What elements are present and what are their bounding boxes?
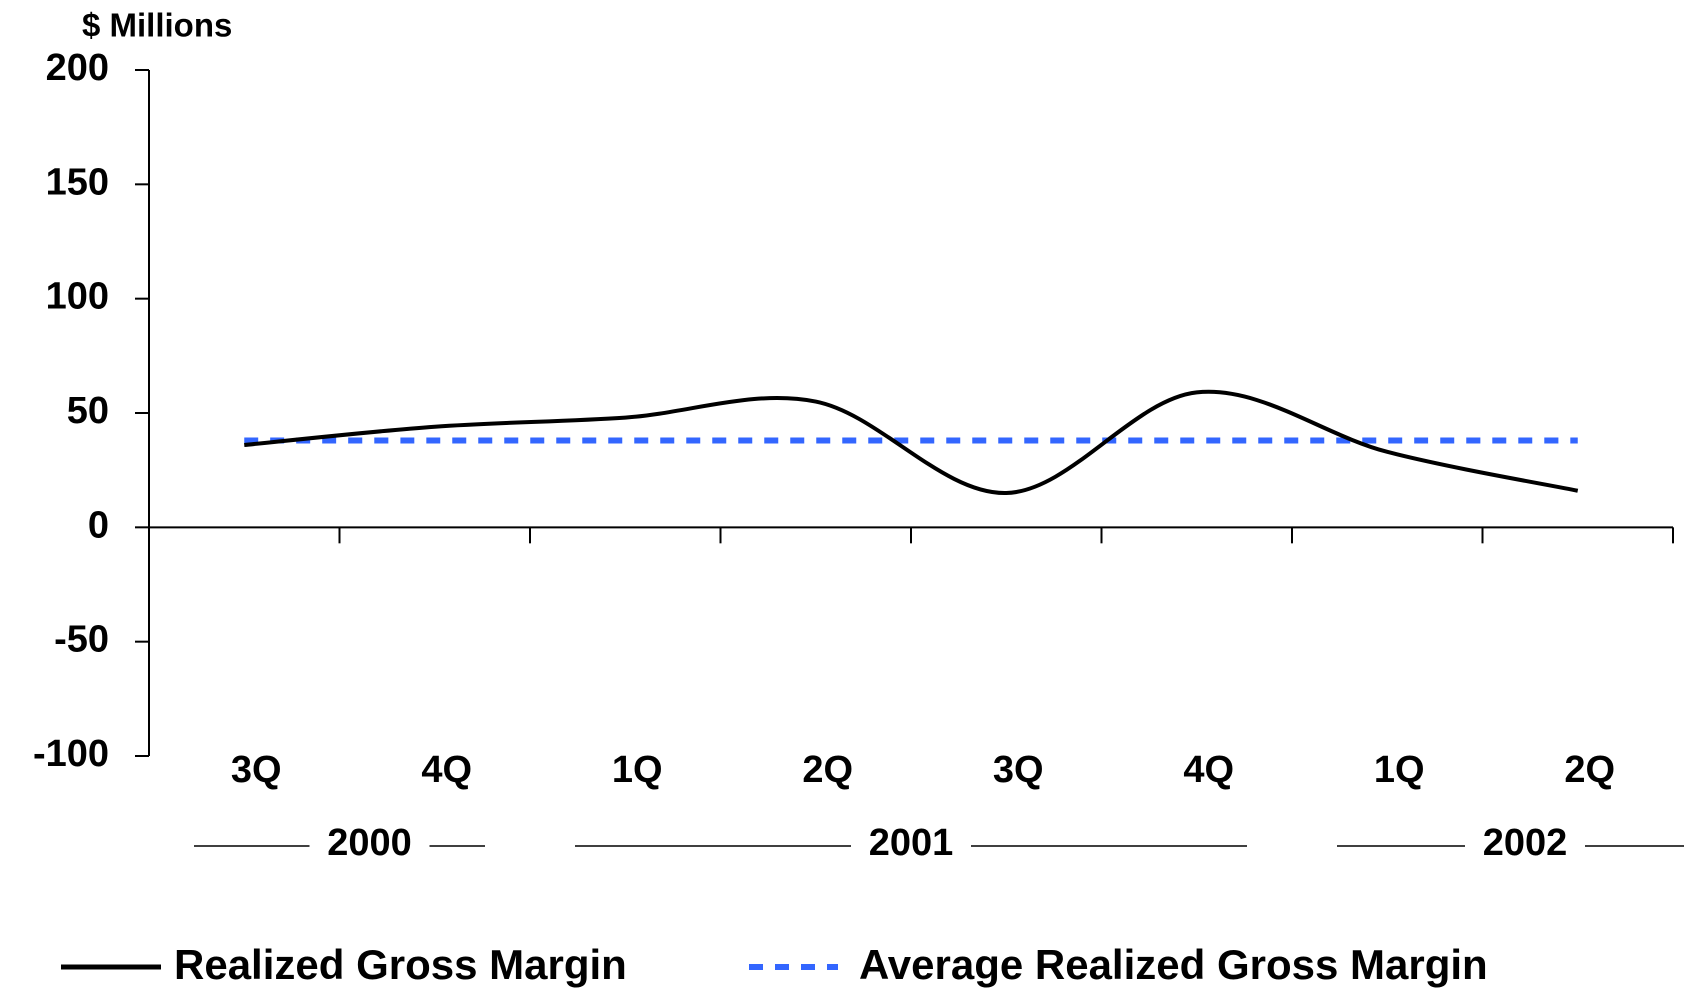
- y-tick-label: 50: [67, 390, 109, 432]
- x-tick-label: 3Q: [993, 749, 1044, 791]
- x-tick-label: 1Q: [1374, 749, 1425, 791]
- y-axis-label: $ Millions: [82, 7, 232, 44]
- y-tick-label: 100: [46, 276, 109, 318]
- legend-label: Realized Gross Margin: [174, 941, 627, 988]
- year-label: 2000: [327, 822, 412, 864]
- y-tick-label: 0: [88, 504, 109, 546]
- x-tick-label: 2Q: [802, 749, 853, 791]
- x-tick-label: 3Q: [231, 749, 282, 791]
- year-label: 2002: [1483, 822, 1568, 864]
- legend-label: Average Realized Gross Margin: [859, 941, 1488, 988]
- y-tick-label: 150: [46, 161, 109, 203]
- y-tick-label: 200: [46, 47, 109, 89]
- x-tick-label: 1Q: [612, 749, 663, 791]
- y-tick-label: -100: [33, 733, 109, 775]
- series-line: [244, 389, 1579, 496]
- x-tick-label: 2Q: [1564, 749, 1615, 791]
- y-tick-label: -50: [54, 619, 109, 661]
- year-label: 2001: [869, 822, 954, 864]
- x-tick-label: 4Q: [421, 749, 472, 791]
- x-tick-label: 4Q: [1183, 749, 1234, 791]
